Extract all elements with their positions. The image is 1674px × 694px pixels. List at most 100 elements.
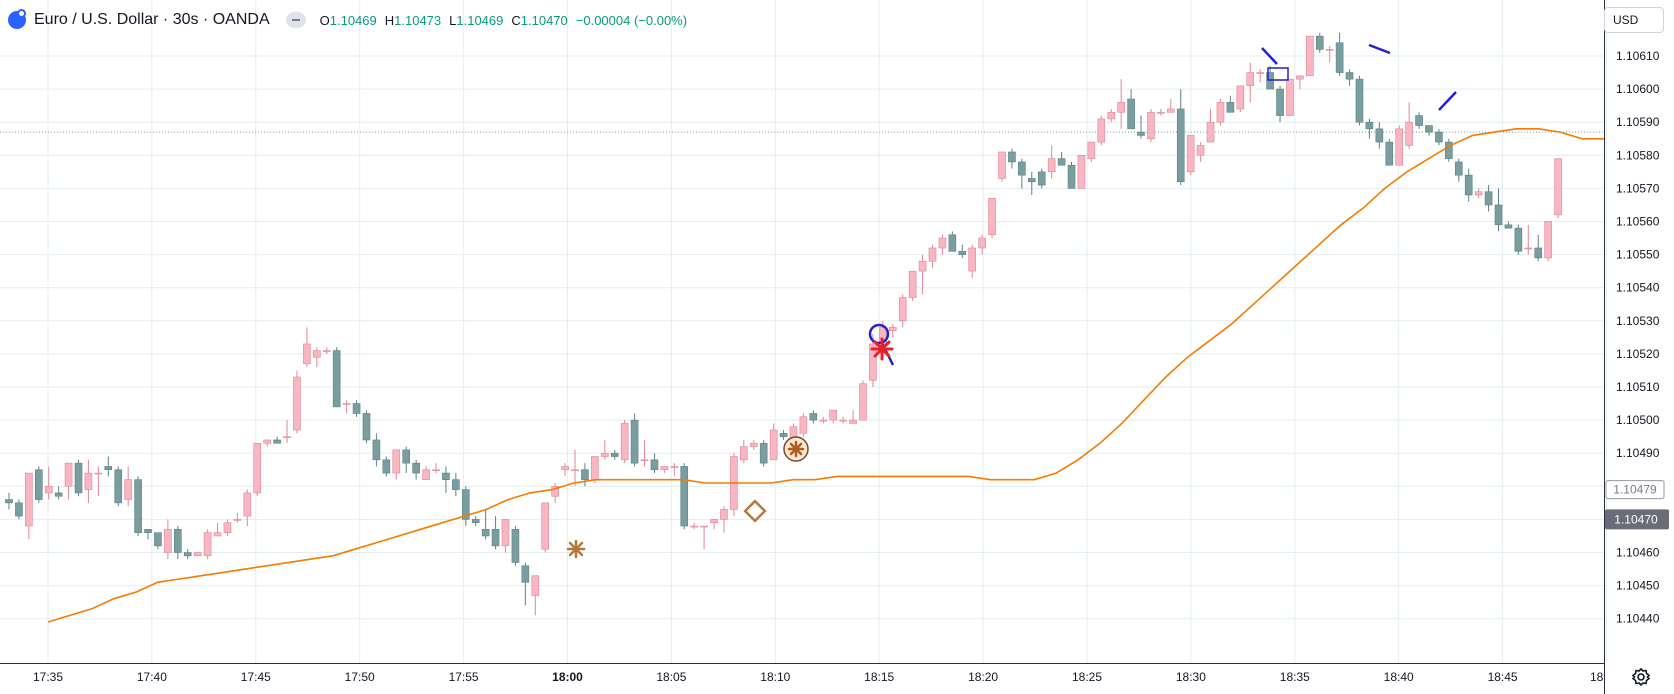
candle-body — [1554, 158, 1562, 216]
candle — [1504, 221, 1513, 229]
time-tick-label: 18:15 — [864, 670, 894, 684]
time-tick-label: 18:25 — [1072, 670, 1102, 684]
candle — [243, 489, 252, 527]
candle — [471, 516, 480, 527]
price-tick-label: 1.10600 — [1616, 82, 1660, 96]
candle — [1514, 224, 1523, 255]
candle-body — [908, 270, 917, 298]
candle — [1365, 118, 1374, 139]
candle — [452, 473, 460, 497]
candle-body — [1266, 72, 1274, 90]
candle-body — [1147, 111, 1155, 140]
candle — [1494, 188, 1503, 232]
candle-body — [938, 237, 947, 249]
candle-body — [313, 350, 321, 358]
candle-body — [1157, 111, 1165, 114]
candle — [1256, 69, 1264, 83]
candle — [134, 476, 142, 536]
candle-body — [1216, 102, 1225, 123]
candle — [501, 519, 510, 553]
candle — [461, 486, 470, 527]
candle — [670, 463, 679, 477]
candle — [1057, 151, 1066, 166]
candle — [630, 413, 639, 467]
candle — [600, 439, 609, 460]
candle — [988, 198, 996, 239]
axis-settings-gear-icon[interactable] — [1630, 666, 1652, 688]
candle-body — [362, 413, 371, 441]
candle — [640, 439, 649, 467]
candle — [1127, 89, 1135, 130]
candle-body — [1067, 164, 1076, 189]
candle — [849, 410, 857, 424]
price-tick-label: 1.10550 — [1616, 248, 1660, 262]
candle-body — [898, 297, 907, 322]
candle-body — [442, 472, 450, 480]
candle — [1097, 115, 1106, 146]
candle-body — [322, 350, 331, 352]
symbol-logo-icon — [8, 9, 26, 29]
candle — [94, 466, 103, 497]
time-tick-label: 17:40 — [137, 670, 167, 684]
candle — [859, 380, 867, 421]
candle — [1345, 69, 1354, 86]
candle-body — [968, 247, 977, 272]
candle-body — [1464, 174, 1473, 196]
time-tick-label: 18:30 — [1176, 670, 1206, 684]
drawings-layer[interactable] — [566, 43, 1457, 559]
candle — [1246, 62, 1255, 103]
candle — [869, 334, 877, 387]
time-axis[interactable]: 17:35 17:40 17:45 17:50 17:55 18:00 18:05 18:10… — [33, 670, 1604, 684]
candle-body — [491, 529, 500, 547]
candle — [412, 459, 420, 480]
time-tick-label: 17:45 — [241, 670, 271, 684]
candle-body — [1196, 145, 1205, 156]
candle — [561, 463, 569, 477]
candle-body — [1365, 121, 1374, 130]
currency-button[interactable]: USD — [1604, 7, 1664, 33]
candle-body — [203, 532, 212, 557]
candle-body — [600, 452, 609, 457]
candle-body — [1435, 131, 1443, 143]
candle — [1117, 79, 1125, 129]
candle — [481, 509, 490, 540]
candle — [1147, 108, 1155, 143]
price-axis[interactable]: 1.10610 1.10600 1.10590 1.10580 1.10570 1.105… — [1616, 49, 1660, 626]
symbol-title[interactable]: Euro / U.S. Dollar · 30s · OANDA — [34, 11, 270, 28]
candle-body — [134, 479, 142, 533]
candle-body — [114, 469, 123, 504]
candle-body — [1256, 72, 1264, 74]
price-tick-label: 1.10450 — [1616, 579, 1660, 593]
candle-body — [1236, 85, 1245, 110]
candle — [581, 463, 589, 487]
candle-body — [1484, 191, 1493, 206]
candle — [1395, 125, 1403, 166]
candle-body — [700, 525, 708, 528]
high-label: H — [384, 12, 395, 28]
candle — [1018, 158, 1026, 189]
candle — [303, 327, 311, 368]
candle-body — [1415, 115, 1423, 126]
candle-body — [1206, 121, 1215, 143]
candle — [382, 456, 391, 477]
candle-body — [253, 442, 262, 494]
star-marker-icon — [566, 539, 586, 559]
candle — [730, 453, 738, 517]
candle-body — [263, 439, 271, 444]
candle-body — [779, 433, 788, 437]
candle-body — [1127, 98, 1135, 130]
candle — [1196, 142, 1205, 162]
candle-body — [64, 462, 73, 487]
candle-body — [213, 532, 222, 537]
candle-body — [1286, 78, 1294, 116]
candle-body — [819, 419, 828, 422]
collapse-legend-button[interactable] — [285, 12, 306, 28]
candle-body — [978, 237, 986, 249]
candle-body — [34, 469, 43, 500]
candle-body — [1037, 171, 1046, 186]
candle-body — [273, 439, 281, 444]
candle — [779, 430, 788, 440]
candle-body — [233, 519, 242, 521]
time-tick-label: 18:35 — [1280, 670, 1310, 684]
